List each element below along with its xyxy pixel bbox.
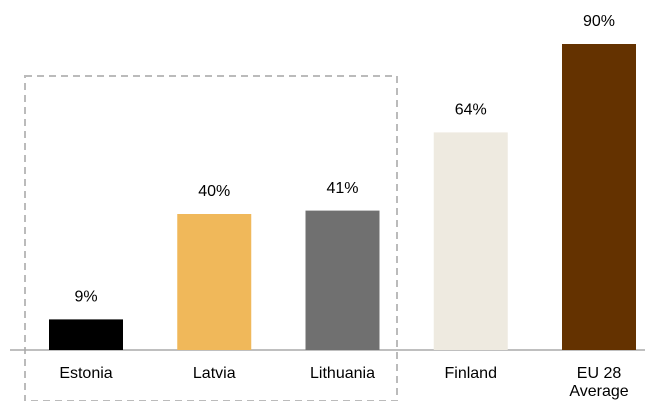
- value-label: 40%: [198, 183, 230, 200]
- value-label: 41%: [326, 180, 358, 197]
- category-label: EU 28 Average: [569, 365, 629, 400]
- value-label: 64%: [455, 102, 487, 119]
- value-label: 90%: [583, 13, 615, 30]
- category-label: Estonia: [59, 365, 113, 382]
- bar: [562, 44, 636, 350]
- value-label: 9%: [74, 289, 97, 306]
- bar: [305, 210, 380, 350]
- category-label: Lithuania: [310, 365, 375, 382]
- bar: [433, 132, 508, 350]
- bar: [49, 319, 123, 350]
- bar: [177, 214, 252, 350]
- category-label: Finland: [444, 365, 497, 382]
- group-box: [24, 75, 398, 401]
- category-label: Latvia: [192, 365, 236, 382]
